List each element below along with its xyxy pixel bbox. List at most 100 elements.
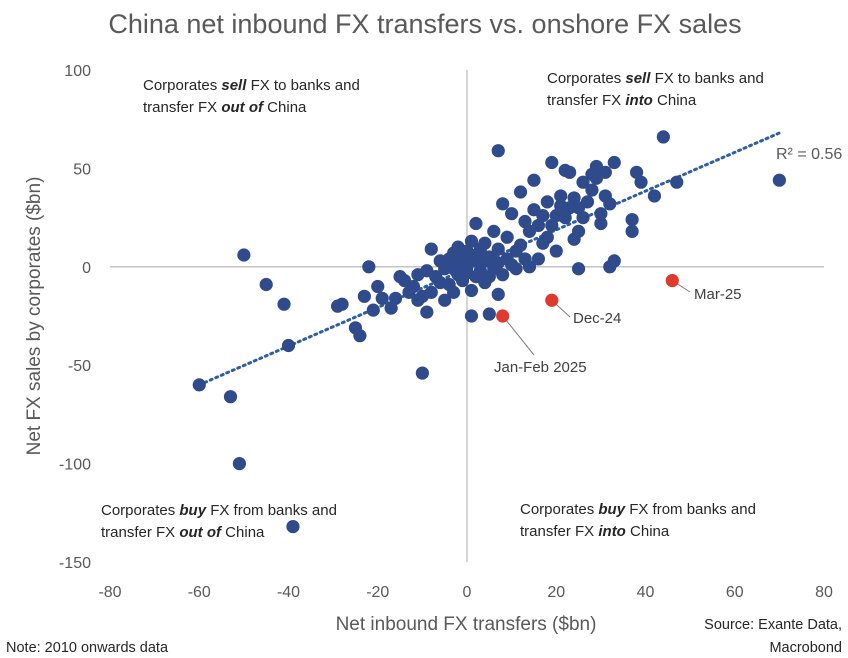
data-point (576, 211, 590, 225)
quadrant-label-top-left: Corporates sell FX to banks and transfer … (143, 77, 360, 116)
data-point (424, 242, 438, 256)
data-point (389, 291, 403, 305)
data-point (576, 175, 590, 189)
data-point (545, 155, 559, 170)
x-tick-label: 0 (463, 584, 472, 601)
data-point (447, 285, 461, 299)
y-tick-label: 50 (73, 161, 91, 178)
quadrant-labels: Corporates sell FX to banks and transfer … (101, 70, 764, 541)
data-point (223, 390, 238, 404)
quadrant-label-part: Corporates (143, 77, 221, 94)
y-tick-label: -150 (59, 555, 91, 572)
data-point (496, 268, 510, 282)
trendline: R² = 0.56 (197, 131, 842, 387)
quadrant-label-part: out of (179, 524, 223, 541)
data-point (281, 338, 296, 353)
data-point (536, 209, 550, 223)
data-point (371, 279, 385, 294)
data-point (491, 144, 505, 158)
data-point (406, 279, 421, 294)
data-point (772, 173, 786, 187)
quadrant-label-part: sell (625, 70, 651, 87)
data-point (509, 262, 523, 276)
highlighted-points: Jan-Feb 2025 Dec-24 Mar-25 (494, 273, 742, 376)
x-tick-label: 80 (815, 584, 833, 601)
data-point (286, 519, 300, 534)
data-point (464, 309, 479, 323)
quadrant-label-part: Corporates (547, 70, 625, 87)
data-point (420, 305, 434, 319)
y-tick-label: -100 (59, 457, 91, 474)
data-point (585, 183, 599, 197)
data-point (603, 197, 617, 211)
quadrant-label-part: transfer FX (547, 92, 625, 109)
quadrant-label-part: FX from banks and (206, 502, 337, 519)
data-point (607, 254, 621, 268)
data-point (629, 165, 644, 179)
data-point (571, 224, 586, 238)
data-point (607, 155, 621, 170)
y-tick-label: 100 (64, 63, 91, 80)
x-tick-label: 60 (726, 584, 744, 601)
data-point (625, 212, 639, 227)
quadrant-label-part: FX to banks and (246, 77, 359, 94)
data-point (625, 224, 639, 238)
data-point (357, 289, 371, 303)
y-tick-label: -50 (68, 358, 91, 375)
x-tick-label: 20 (547, 584, 565, 601)
source-line-2: Macrobond (769, 640, 842, 656)
data-point (424, 285, 438, 299)
quadrant-label-part: FX from banks and (625, 501, 756, 518)
data-point (656, 130, 670, 144)
data-point (567, 191, 581, 205)
tick-labels: -80 -60 -40 -20 0 20 40 60 80 100 50 0 -50 -100 -150 (59, 63, 833, 601)
quadrant-label-part: Corporates (101, 502, 179, 519)
x-tick-label: -40 (277, 584, 300, 601)
quadrant-label-part: transfer FX (143, 99, 221, 116)
highlight-label: Dec-24 (573, 310, 621, 327)
data-point (540, 195, 554, 209)
data-point (594, 216, 608, 231)
quadrant-label-part: China (626, 523, 670, 540)
data-point (478, 236, 492, 250)
x-tick-label: -60 (188, 584, 211, 601)
data-point (518, 214, 532, 229)
data-point (335, 297, 349, 311)
data-point (647, 189, 662, 203)
footnote: Note: 2010 onwards data (6, 640, 169, 656)
x-axis-label: Net inbound FX transfers ($bn) (336, 614, 597, 635)
highlight-label: Mar-25 (694, 286, 742, 303)
data-point (232, 457, 247, 471)
x-tick-label: -20 (366, 584, 389, 601)
highlight-point (545, 293, 559, 307)
data-point (438, 293, 452, 307)
data-point (558, 211, 572, 225)
data-point (277, 297, 291, 311)
quadrant-label-part: China (221, 524, 265, 541)
chart-title: China net inbound FX transfers vs. onsho… (108, 9, 741, 39)
data-point (522, 260, 537, 274)
data-point (415, 366, 429, 380)
y-tick-label: 0 (82, 260, 91, 277)
data-point (563, 165, 577, 179)
x-tick-label: -80 (98, 584, 121, 601)
highlight-leader-line (502, 315, 535, 356)
data-point (496, 197, 510, 211)
quadrant-label-top-right: Corporates sell FX to banks and transfer … (547, 70, 764, 109)
data-point (192, 378, 206, 392)
trendline-path (197, 131, 781, 387)
quadrant-label-part: transfer FX (101, 524, 179, 541)
quadrant-label-part: Corporates (520, 501, 598, 518)
data-point (513, 185, 528, 199)
quadrant-label-part: into (598, 523, 626, 540)
data-point (540, 230, 554, 244)
data-point (464, 234, 479, 248)
data-point (531, 218, 546, 233)
data-point (513, 238, 528, 252)
data-point (362, 260, 376, 274)
data-point (482, 307, 496, 321)
quadrant-label-bottom-left: Corporates buy FX from banks and transfer… (101, 502, 337, 541)
data-point (670, 175, 684, 189)
data-point (237, 248, 251, 262)
data-point (469, 216, 483, 231)
